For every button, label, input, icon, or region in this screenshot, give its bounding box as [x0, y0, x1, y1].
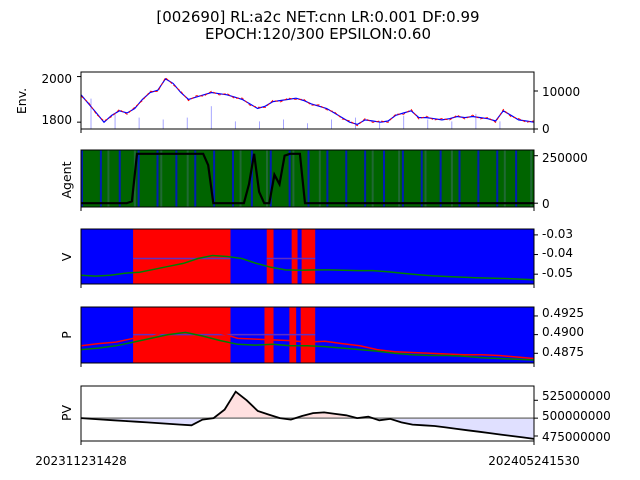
- policy-right-tick-04900: 0.4900: [542, 325, 584, 339]
- agent-action-stripe: [107, 150, 110, 207]
- env-right-tick-0: 0: [542, 122, 550, 136]
- agent-action-stripe: [137, 150, 140, 207]
- tick-labels: Env. 2000 1800 10000 0 Agent 250000 0 V …: [14, 72, 611, 468]
- agent-action-stripe: [250, 150, 253, 207]
- agent-action-stripe: [99, 150, 102, 207]
- policy-ylabel: P: [59, 331, 74, 339]
- x-tick-start: 202311231428: [35, 454, 127, 468]
- agent-frame: [80, 149, 535, 208]
- pv-right-tick-475m: 475000000: [542, 430, 611, 444]
- agent-ylabel: Agent: [59, 161, 74, 198]
- agent-action-stripe: [383, 150, 385, 207]
- agent-action-stripe: [160, 150, 163, 207]
- agent-action-stripe: [81, 150, 83, 207]
- policy-right-tick-04925: 0.4925: [542, 306, 584, 320]
- env-frame: [80, 71, 535, 130]
- env-right-tick-10000: 10000: [542, 85, 580, 99]
- price-line-sell: [80, 77, 535, 126]
- agent-action-stripe: [326, 150, 329, 207]
- value-line: [80, 254, 535, 281]
- agent-right-tick-0: 0: [542, 197, 550, 211]
- agent-action-stripe: [503, 150, 506, 207]
- pv-line: [80, 390, 535, 440]
- agent-action-stripe: [424, 150, 427, 207]
- agent-action-stripe: [156, 150, 159, 207]
- agent-action-stripe: [530, 150, 533, 207]
- agent-action-stripe: [186, 150, 189, 207]
- agent-action-stripe: [398, 150, 401, 207]
- agent-action-stripe: [345, 150, 348, 207]
- agent-right-tick-250000: 250000: [542, 151, 588, 165]
- value-frame: [80, 228, 535, 285]
- value-ylabel: V: [59, 252, 74, 261]
- env-panel: [77, 71, 538, 133]
- policy-buy-line: [80, 326, 535, 360]
- pv-right-tick-525m: 525000000: [542, 389, 611, 403]
- pv-ylabel: PV: [59, 405, 74, 422]
- value-right-tick-004: -0.04: [542, 246, 573, 260]
- agent-action-stripe: [439, 150, 442, 207]
- agent-action-stripe: [269, 150, 272, 207]
- value-panel: [80, 228, 538, 288]
- agent-action-stripe: [232, 150, 234, 207]
- pv-right-tick-500m: 500000000: [542, 409, 611, 423]
- agent-action-stripe: [371, 150, 374, 207]
- agent-panel: [80, 149, 538, 211]
- agent-action-stripe: [318, 150, 321, 207]
- agent-action-stripe: [401, 150, 404, 207]
- agent-action-stripe: [420, 150, 423, 207]
- agent-action-stripe: [292, 150, 295, 207]
- x-tick-end: 202405241530: [488, 454, 580, 468]
- agent-action-stripe: [239, 150, 242, 207]
- title-line-2: EPOCH:120/300 EPSILON:0.60: [205, 25, 431, 43]
- agent-action-stripe: [118, 150, 121, 207]
- agent-action-stripe: [364, 150, 367, 207]
- agent-action-stripe: [458, 150, 461, 207]
- agent-action-stripe: [175, 150, 178, 207]
- agent-action-stripe: [194, 150, 197, 207]
- value-buy-span: [291, 229, 298, 284]
- price-line-buy: [80, 76, 535, 127]
- agent-holdings-line: [81, 152, 534, 205]
- agent-action-stripe: [496, 150, 499, 207]
- agent-action-stripe: [515, 150, 518, 207]
- policy-panel: [80, 306, 538, 367]
- value-right-tick-005: -0.05: [542, 266, 573, 280]
- agent-action-stripe: [288, 150, 291, 207]
- policy-right-tick-04875: 0.4875: [542, 345, 584, 359]
- pv-panel: [80, 385, 538, 445]
- value-buy-span: [266, 229, 274, 284]
- agent-action-stripe: [265, 150, 268, 207]
- policy-sell-line: [80, 331, 535, 361]
- agent-action-stripe: [477, 150, 480, 207]
- value-buy-span: [301, 229, 316, 284]
- env-ylabel: Env.: [14, 88, 29, 114]
- env-left-tick-1800: 1800: [41, 113, 72, 127]
- value-buy-span: [133, 229, 231, 284]
- value-right-tick-003: -0.03: [542, 227, 573, 241]
- agent-action-stripe: [213, 150, 216, 207]
- agent-action-stripe: [450, 150, 453, 207]
- title-line-1: [002690] RL:a2c NET:cnn LR:0.001 DF:0.99: [156, 8, 479, 26]
- agent-action-stripe: [307, 150, 310, 207]
- pv-frame: [80, 385, 535, 442]
- env-left-tick-2000: 2000: [41, 72, 72, 86]
